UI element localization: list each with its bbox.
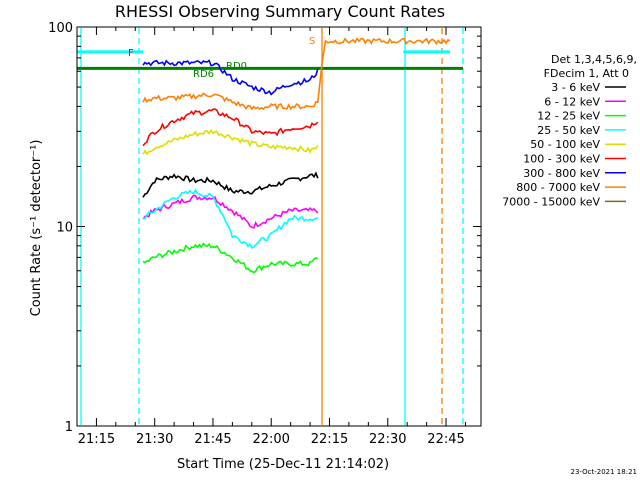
legend-item-label: 6 - 12 keV: [544, 95, 600, 108]
y-axis-label: Count Rate (s⁻¹ detector⁻¹): [29, 140, 44, 317]
y-axis: 1 10 100: [48, 21, 481, 435]
y-tick-label: 10: [56, 221, 73, 236]
legend-item-label: 50 - 100 keV: [530, 138, 600, 151]
legend: Det 1,3,4,5,6,9, FDecim 1, Att 0 3 - 6 k…: [502, 53, 637, 208]
annotation-s: S: [309, 36, 315, 47]
legend-item-label: 7000 - 15000 keV: [502, 195, 600, 208]
legend-item-label: 800 - 7000 keV: [516, 181, 600, 194]
night-span-markers: [80, 28, 464, 425]
legend-header-line-1: Det 1,3,4,5,6,9,: [551, 53, 637, 66]
series-line-6: [142, 59, 319, 96]
legend-item-label: 100 - 300 keV: [523, 153, 600, 166]
series-line-0: [142, 171, 319, 198]
legend-item-label: 300 - 800 keV: [523, 167, 600, 180]
x-axis: 21:15 21:30 21:45 22:00 22:15 22:30 22:45: [78, 27, 466, 447]
annotation-rd0: RD0: [226, 61, 247, 72]
y-tick-label: 100: [48, 21, 73, 36]
x-tick-label: 22:15: [311, 432, 348, 447]
x-tick-label: 22:45: [427, 432, 464, 447]
series-line-4: [142, 128, 319, 156]
legend-item-label: 12 - 25 keV: [537, 110, 600, 123]
x-tick-label: 21:45: [194, 432, 231, 447]
annotation-rd6: RD6: [193, 69, 214, 80]
x-tick-label: 21:30: [136, 432, 173, 447]
x-tick-label: 22:30: [369, 432, 406, 447]
footer-timestamp: 23-Oct-2021 18:21: [571, 468, 637, 476]
y-tick-label: 1: [65, 420, 73, 435]
series-line-3: [142, 188, 318, 249]
series-line-2: [142, 242, 319, 274]
x-axis-label: Start Time (25-Dec-11 21:14:02): [177, 457, 389, 472]
series-line-7: [142, 37, 451, 111]
x-tick-label: 21:15: [78, 432, 115, 447]
x-tick-label: 22:00: [252, 432, 289, 447]
legend-item-label: 3 - 6 keV: [551, 81, 600, 94]
series-line-5: [142, 108, 319, 147]
series-line-1: [142, 194, 319, 229]
plot-lines: [77, 37, 463, 274]
annotation-f: F: [128, 48, 134, 59]
chart-title: RHESSI Observing Summary Count Rates: [115, 2, 445, 21]
legend-header-line-2: FDecim 1, Att 0: [544, 67, 629, 80]
legend-item-label: 25 - 50 keV: [537, 124, 600, 137]
